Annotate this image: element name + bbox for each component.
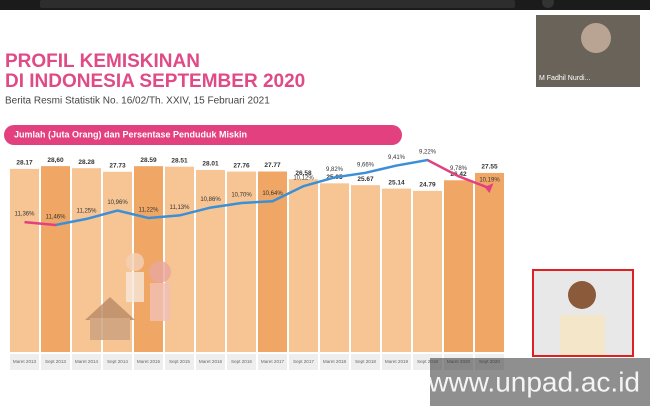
line-value-label: 11,22% [139, 208, 160, 214]
watermark-bg [430, 358, 650, 406]
bar-value-label: 28.01 [202, 161, 219, 168]
bar [289, 179, 318, 352]
x-tick-label: Maret 2014 [75, 359, 99, 364]
chart: 28.17 Maret 2013 28,60 Sept 2013 28.28 Maret … [10, 150, 504, 370]
line-value-label: 10,19% [479, 178, 500, 184]
bar [10, 168, 39, 352]
bar [258, 171, 287, 352]
x-tick-label: Sept 2015 [169, 359, 190, 364]
bar-value-label: 27.55 [481, 164, 498, 171]
line-value-label: 10,12% [293, 176, 314, 182]
x-tick-label: Maret 2018 [323, 359, 347, 364]
x-tick-label: Maret 2015 [137, 359, 161, 364]
bar [413, 190, 442, 352]
bar [382, 188, 411, 352]
person [581, 23, 611, 53]
category-bg [196, 354, 225, 370]
bar-value-label: 27.77 [264, 162, 281, 169]
bar-value-label: 25.67 [357, 176, 374, 183]
category-bg [103, 354, 132, 370]
percent-line [24, 158, 490, 227]
arrow-head [484, 183, 494, 194]
x-tick-label: Sept 2019 [417, 359, 438, 364]
category-bg [351, 354, 380, 370]
line-value-label: 11,36% [15, 212, 36, 218]
category-bg [134, 354, 163, 370]
x-tick-label: Maret 2013 [13, 359, 37, 364]
slide-subtitle: Berita Resmi Statistik No. 16/02/Th. XXI… [5, 96, 270, 107]
line-value-label: 10,86% [200, 197, 221, 203]
x-tick-label: Maret 2019 [385, 359, 409, 364]
bar-value-label: 28.28 [78, 159, 95, 166]
line-value-label: 11,13% [170, 205, 191, 211]
bar-value-label: 28,60 [47, 157, 64, 164]
line-value-label: 11,25% [77, 208, 98, 214]
category-bg [72, 354, 101, 370]
slide-title: DI INDONESIA SEPTEMBER 2020 [5, 71, 305, 92]
line-value-label: 9,78% [450, 166, 468, 172]
line-value-label: 9,82% [326, 167, 344, 173]
bar [351, 185, 380, 352]
category-bg [10, 354, 39, 370]
bar [227, 171, 256, 352]
mic-icon[interactable] [542, 0, 554, 8]
x-tick-label: Sept 2013 [45, 359, 66, 364]
x-tick-label: Sept 2018 [355, 359, 376, 364]
x-tick-label: Maret 2017 [261, 359, 285, 364]
line-value-label: 10,70% [231, 193, 252, 199]
category-bg [227, 354, 256, 370]
line-value-label: 10,64% [262, 191, 283, 197]
illustration [85, 253, 171, 340]
person [560, 315, 605, 355]
category-bg [41, 354, 70, 370]
bar-value-label: 25.14 [388, 179, 405, 186]
bar [165, 166, 194, 352]
bar-value-label: 28.59 [140, 157, 157, 164]
x-tick-label: Maret 2016 [199, 359, 223, 364]
line-value-label: 9,41% [388, 155, 406, 161]
category-bg [258, 354, 287, 370]
category-bg [289, 354, 318, 370]
slide-title: PROFIL KEMISKINAN [5, 51, 200, 72]
x-tick-label: Sept 2016 [231, 359, 252, 364]
bar [444, 180, 473, 352]
bar-value-label: 28.51 [171, 157, 188, 164]
line-value-label: 9,22% [419, 150, 437, 156]
line-value-label: 11,46% [46, 215, 67, 221]
person [568, 281, 596, 309]
bar [320, 183, 349, 352]
bar-value-label: 26.42 [450, 171, 467, 178]
category-bg [382, 354, 411, 370]
category-bg [165, 354, 194, 370]
category-bg [320, 354, 349, 370]
bar-value-label: 26.58 [295, 170, 312, 177]
participant-name: M Fadhil Nurdi... [539, 75, 590, 82]
line-value-label: 10,96% [107, 200, 128, 206]
bar [475, 172, 504, 352]
line-value-label: 9,66% [357, 162, 375, 168]
chart-header [4, 125, 402, 145]
x-tick-label: Sept 2017 [293, 359, 314, 364]
watermark: www.unpad.ac.id [427, 366, 640, 397]
bar [41, 166, 70, 352]
bar-value-label: 28.17 [16, 160, 33, 167]
chart-title: Jumlah (Juta Orang) dan Persentase Pendu… [14, 129, 247, 139]
x-tick-label: Sept 2014 [107, 359, 128, 364]
search-box[interactable] [40, 0, 515, 8]
bar [196, 169, 225, 352]
bar-value-label: 27.73 [109, 162, 126, 169]
bar-value-label: 27.76 [233, 162, 250, 169]
bar-value-label: 24.79 [419, 182, 436, 189]
